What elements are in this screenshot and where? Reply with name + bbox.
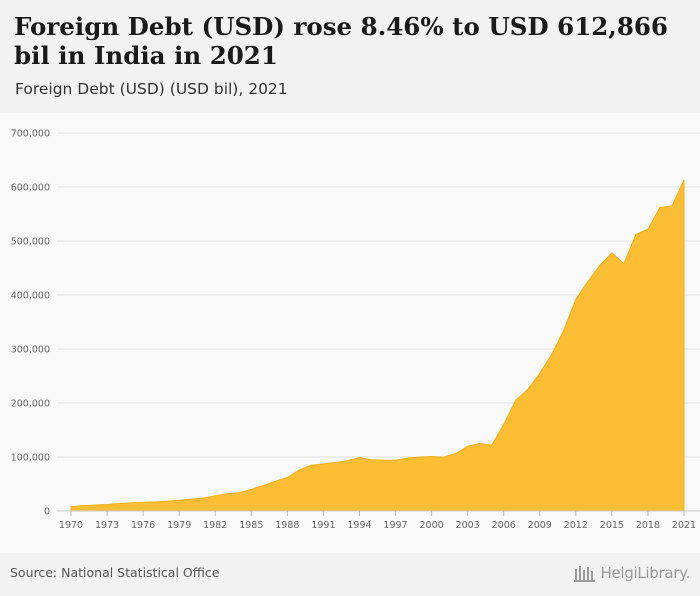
x-tick-label: 1970: [59, 520, 83, 531]
y-tick-label: 600,000: [11, 183, 50, 194]
x-tick-label: 2003: [456, 520, 480, 531]
x-tick-label: 2015: [600, 520, 624, 531]
y-tick-label: 300,000: [11, 345, 50, 356]
area-chart: 0 100,000 200,000 300,000 400,000 500,000 600,…: [11, 129, 700, 531]
source-text: Source: National Statistical Office: [10, 565, 220, 580]
x-tick-label: 1997: [383, 520, 407, 531]
x-tick-label: 1973: [95, 520, 119, 531]
helgilibrary-logo: HelgiLibrary.: [574, 561, 690, 585]
x-tick-label: 2009: [528, 520, 552, 531]
y-tick-label: 500,000: [11, 237, 50, 248]
x-tick-label: 2012: [564, 520, 588, 531]
x-tick-label: 1991: [311, 520, 335, 531]
y-tick-label: 200,000: [11, 399, 50, 410]
logo-text: HelgiLibrary.: [600, 564, 690, 582]
x-tick-label: 1979: [167, 520, 191, 531]
chart-title: Foreign Debt (USD) rose 8.46% to USD 612…: [14, 12, 668, 70]
x-tick-label: 2006: [492, 520, 516, 531]
x-tick-label: 1976: [131, 520, 155, 531]
y-tick-label: 700,000: [11, 129, 50, 140]
x-tick-label: 1988: [275, 520, 299, 531]
header: Foreign Debt (USD) rose 8.46% to USD 612…: [0, 0, 700, 113]
y-tick-label: 400,000: [11, 291, 50, 302]
area-series: [70, 179, 685, 512]
x-tick-label: 1985: [239, 520, 263, 531]
area-layer: [70, 179, 685, 512]
x-tick-label: 2021: [672, 520, 696, 531]
x-tick-label: 2018: [636, 520, 660, 531]
x-tick-label: 1982: [203, 520, 227, 531]
chart-subtitle: Foreign Debt (USD) (USD bil), 2021: [15, 80, 288, 98]
grid-layer: [57, 132, 700, 458]
y-tick-label: 0: [44, 507, 50, 518]
axis-layer: 0 100,000 200,000 300,000 400,000 500,000 600,…: [11, 129, 700, 531]
library-icon: [574, 566, 596, 582]
y-tick-label: 100,000: [11, 453, 50, 464]
footer: Source: National Statistical Office Helg…: [0, 553, 700, 596]
x-tick-label: 1994: [347, 520, 371, 531]
x-tick-label: 2000: [419, 520, 443, 531]
